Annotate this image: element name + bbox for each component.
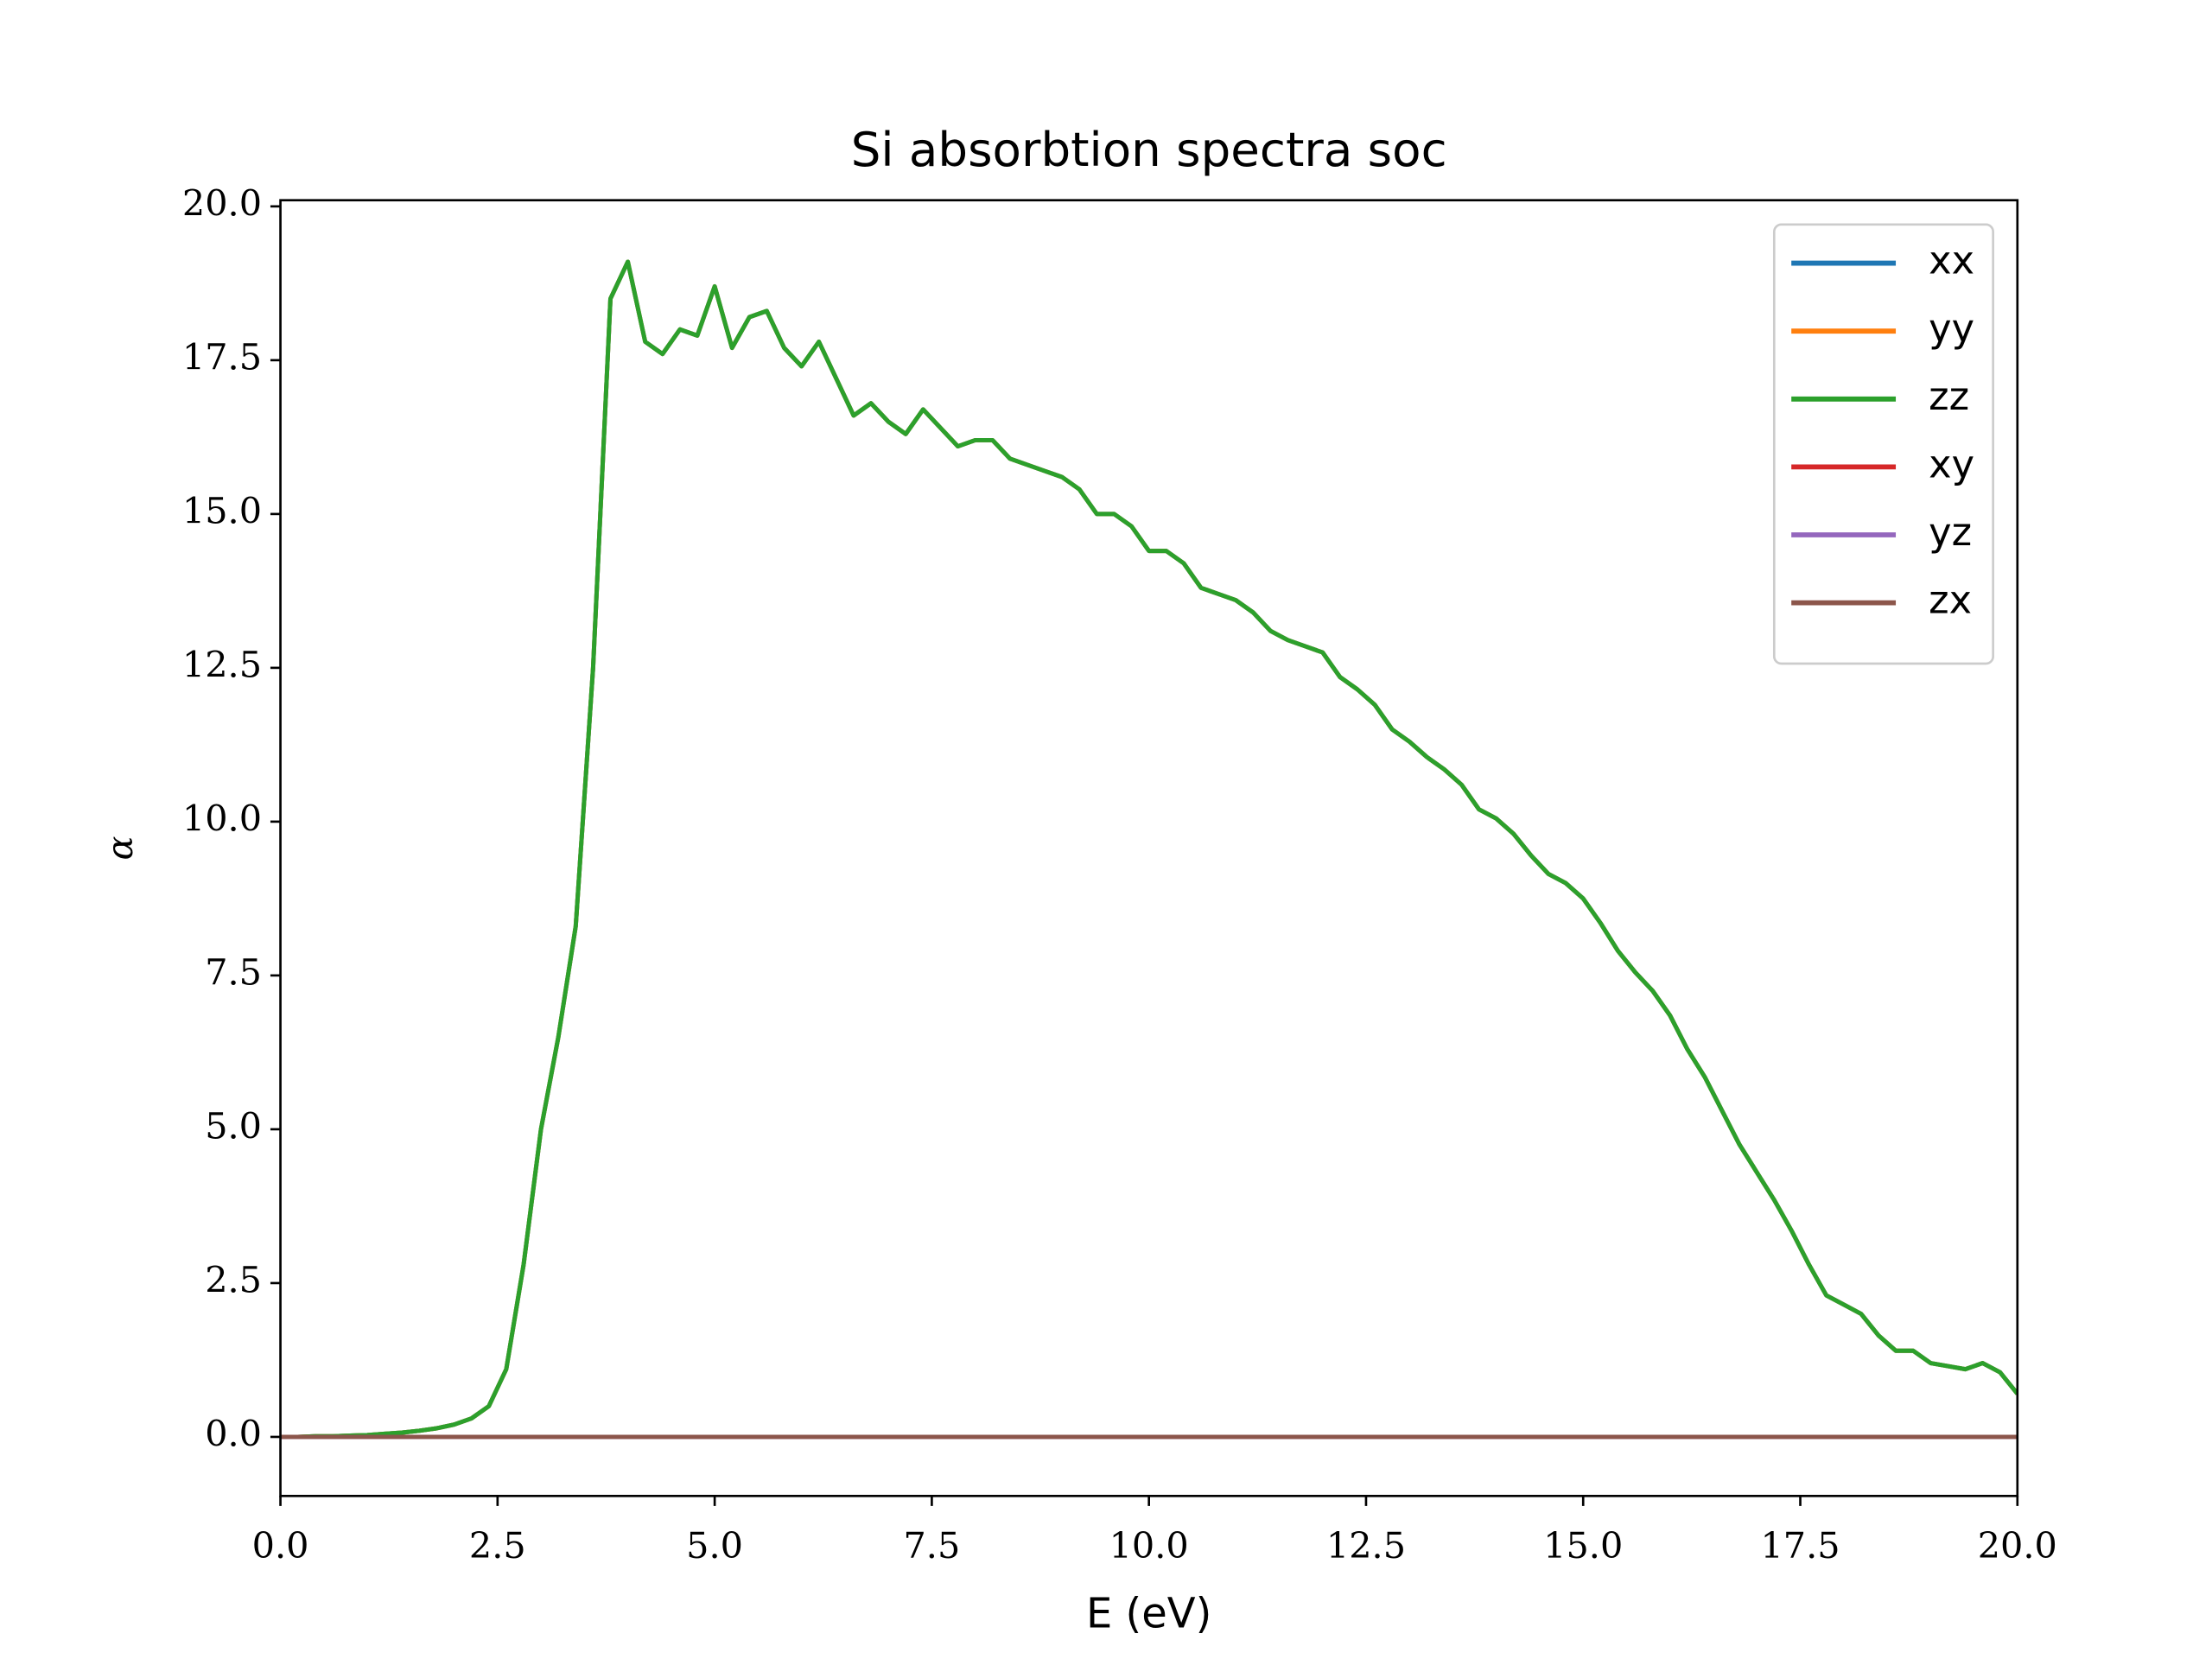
y-tick-label: 15.0 — [182, 490, 262, 531]
legend-label: xy — [1929, 442, 1974, 486]
x-tick-label: 2.5 — [469, 1525, 526, 1567]
x-tick-label: 20.0 — [1978, 1525, 2057, 1567]
y-tick-label: 5.0 — [205, 1105, 262, 1147]
legend-label: zx — [1929, 578, 1972, 623]
x-tick-label: 15.0 — [1543, 1525, 1623, 1567]
y-axis-label: α — [99, 836, 141, 860]
chart-title: Si absorbtion spectra soc — [851, 122, 1447, 177]
y-tick-label: 20.0 — [182, 182, 262, 224]
legend-label: yy — [1929, 306, 1974, 351]
y-tick-label: 7.5 — [205, 951, 262, 993]
x-tick-label: 10.0 — [1109, 1525, 1189, 1567]
x-tick-label: 0.0 — [252, 1525, 309, 1567]
x-tick-label: 17.5 — [1760, 1525, 1840, 1567]
x-tick-label: 7.5 — [903, 1525, 960, 1567]
legend-label: zz — [1929, 374, 1969, 419]
series-line — [280, 259, 2018, 1440]
y-tick-label: 10.0 — [182, 798, 262, 839]
y-tick-label: 12.5 — [182, 644, 262, 685]
legend-label: xx — [1929, 238, 1974, 283]
legend-box — [1772, 223, 1994, 665]
y-tick-label: 17.5 — [182, 336, 262, 378]
y-tick-label: 2.5 — [205, 1259, 262, 1300]
x-axis-label: E (eV) — [1086, 1589, 1211, 1637]
y-tick-label: 0.0 — [205, 1413, 262, 1454]
x-tick-label: 12.5 — [1326, 1525, 1406, 1567]
legend-label: yz — [1929, 510, 1972, 555]
x-tick-label: 5.0 — [686, 1525, 743, 1567]
